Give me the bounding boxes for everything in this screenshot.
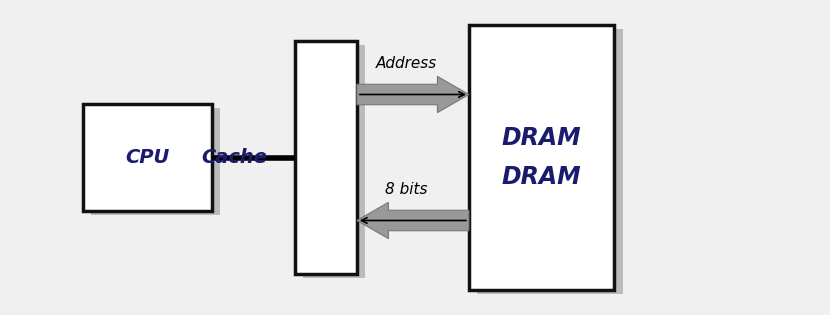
Text: Address: Address	[376, 56, 437, 71]
Bar	[295, 41, 357, 274]
FancyArrow shape	[357, 203, 469, 239]
Text: 8 bits: 8 bits	[385, 182, 428, 197]
Text: DRAM
DRAM: DRAM DRAM	[502, 126, 581, 189]
Bar	[477, 29, 622, 294]
Bar	[303, 45, 365, 278]
Text: CPU: CPU	[125, 148, 169, 167]
Bar	[83, 104, 212, 211]
FancyArrow shape	[357, 77, 469, 113]
Text: Cache: Cache	[201, 148, 267, 167]
Bar	[469, 25, 614, 290]
Bar	[91, 108, 220, 215]
